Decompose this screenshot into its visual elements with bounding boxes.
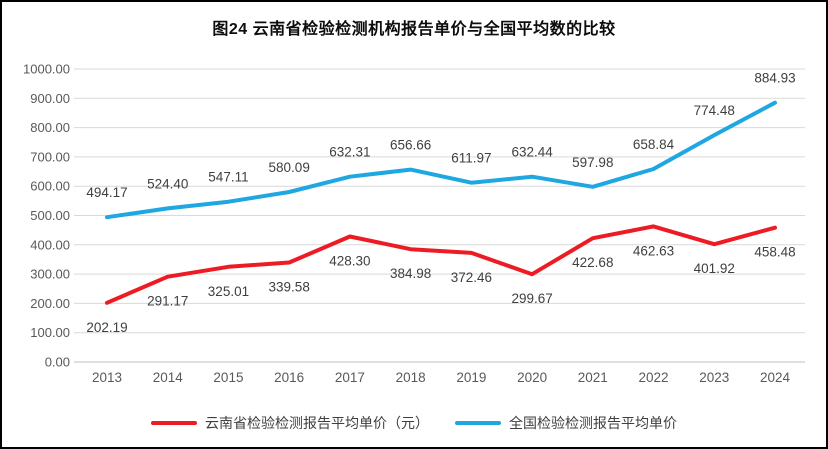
y-tick-label: 100.00 xyxy=(30,325,70,340)
data-label: 494.17 xyxy=(86,185,127,200)
data-label: 658.84 xyxy=(633,137,675,152)
x-tick-label: 2024 xyxy=(760,370,791,385)
x-tick-label: 2019 xyxy=(456,370,486,385)
data-label: 372.46 xyxy=(451,270,492,285)
data-label: 401.92 xyxy=(694,261,735,276)
y-tick-label: 800.00 xyxy=(30,120,70,135)
legend-label-yunnan: 云南省检验检测报告平均单价（元） xyxy=(205,415,429,431)
data-label: 428.30 xyxy=(329,254,370,269)
legend-label-national: 全国检验检测报告平均单价 xyxy=(509,415,677,431)
legend-item-yunnan: 云南省检验检测报告平均单价（元） xyxy=(151,413,429,433)
legend-item-national: 全国检验检测报告平均单价 xyxy=(455,413,677,433)
y-tick-label: 700.00 xyxy=(30,149,70,164)
x-tick-label: 2013 xyxy=(92,370,122,385)
x-tick-label: 2022 xyxy=(639,370,669,385)
y-tick-label: 200.00 xyxy=(30,296,70,311)
chart-legend: 云南省检验检测报告平均单价（元） 全国检验检测报告平均单价 xyxy=(2,413,826,433)
red-line-swatch-icon xyxy=(151,421,197,425)
x-tick-label: 2014 xyxy=(153,370,184,385)
series-line-1 xyxy=(105,100,777,220)
data-label: 299.67 xyxy=(511,291,552,306)
data-label: 291.17 xyxy=(147,294,188,309)
data-label: 632.31 xyxy=(329,145,370,160)
data-label: 325.01 xyxy=(208,284,249,299)
data-label: 774.48 xyxy=(694,103,735,118)
series-line-0 xyxy=(105,224,777,305)
y-tick-label: 0.00 xyxy=(45,355,70,370)
blue-line-swatch-icon xyxy=(455,421,501,425)
data-label: 422.68 xyxy=(572,255,613,270)
x-tick-label: 2020 xyxy=(517,370,547,385)
data-label: 384.98 xyxy=(390,266,431,281)
y-tick-label: 400.00 xyxy=(30,237,70,252)
data-label: 632.44 xyxy=(511,145,553,160)
y-tick-label: 1000.00 xyxy=(23,62,70,77)
data-label: 339.58 xyxy=(269,280,310,295)
y-tick-label: 600.00 xyxy=(30,179,70,194)
data-label: 656.66 xyxy=(390,138,431,153)
data-label: 580.09 xyxy=(269,160,310,175)
y-tick-label: 500.00 xyxy=(30,208,70,223)
data-label: 524.40 xyxy=(147,176,188,191)
data-label: 611.97 xyxy=(451,151,491,166)
data-label: 458.48 xyxy=(754,245,795,260)
y-tick-label: 300.00 xyxy=(30,267,70,282)
x-tick-label: 2023 xyxy=(699,370,729,385)
data-label: 547.11 xyxy=(208,170,248,185)
x-tick-label: 2021 xyxy=(578,370,608,385)
x-tick-label: 2018 xyxy=(396,370,426,385)
x-tick-label: 2015 xyxy=(213,370,243,385)
chart-title: 图24 云南省检验检测机构报告单价与全国平均数的比较 xyxy=(212,21,616,38)
x-tick-label: 2016 xyxy=(274,370,304,385)
data-label: 597.98 xyxy=(572,155,613,170)
x-tick-label: 2017 xyxy=(335,370,365,385)
data-label: 462.63 xyxy=(633,243,674,258)
data-label: 884.93 xyxy=(754,71,795,86)
y-tick-label: 900.00 xyxy=(30,91,70,106)
data-label: 202.19 xyxy=(86,320,127,335)
